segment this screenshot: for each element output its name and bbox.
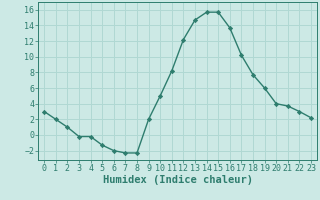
X-axis label: Humidex (Indice chaleur): Humidex (Indice chaleur): [103, 175, 252, 185]
